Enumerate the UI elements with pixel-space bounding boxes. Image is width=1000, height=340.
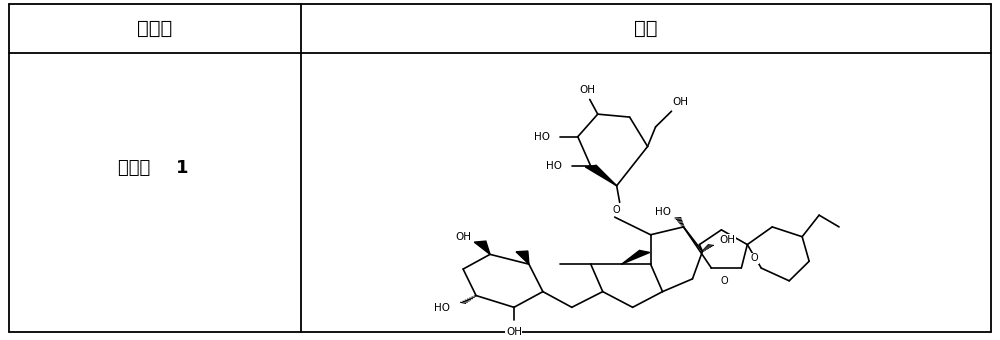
- Polygon shape: [585, 165, 617, 186]
- Text: HO: HO: [546, 161, 562, 171]
- Text: OH: OH: [580, 85, 596, 95]
- Text: 1: 1: [176, 159, 188, 177]
- Text: HO: HO: [434, 303, 450, 313]
- Text: OH: OH: [719, 235, 735, 245]
- Text: 结构: 结构: [634, 19, 657, 38]
- Text: O: O: [721, 276, 728, 286]
- Text: OH: OH: [673, 97, 689, 107]
- Text: 化合物: 化合物: [118, 159, 156, 177]
- Text: O: O: [750, 253, 758, 263]
- Text: OH: OH: [506, 327, 522, 337]
- Text: OH: OH: [455, 232, 471, 242]
- Polygon shape: [622, 250, 650, 264]
- Text: O: O: [613, 205, 620, 215]
- Text: HO: HO: [655, 207, 671, 217]
- Polygon shape: [516, 251, 529, 264]
- Text: HO: HO: [534, 132, 550, 142]
- Text: 化合物: 化合物: [137, 19, 173, 38]
- Polygon shape: [474, 241, 490, 254]
